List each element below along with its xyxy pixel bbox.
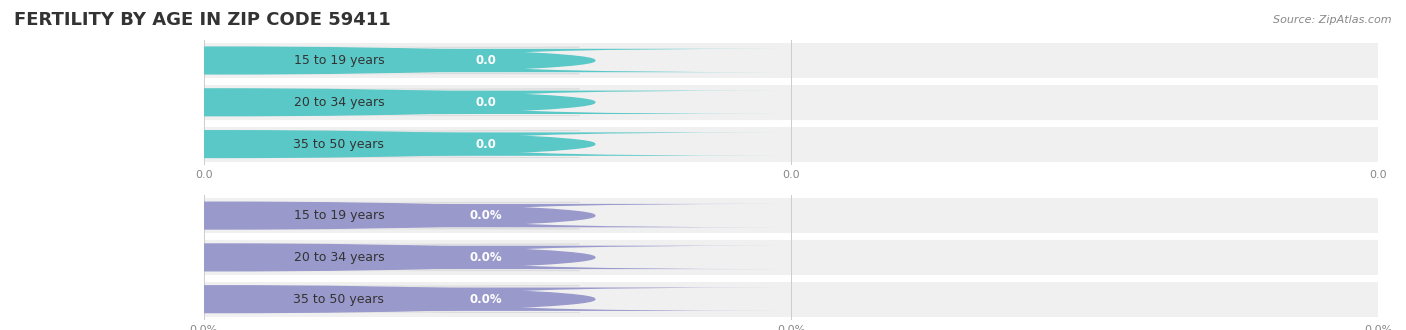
- Text: FERTILITY BY AGE IN ZIP CODE 59411: FERTILITY BY AGE IN ZIP CODE 59411: [14, 11, 391, 29]
- Bar: [204, 43, 1378, 78]
- FancyBboxPatch shape: [191, 246, 780, 269]
- Text: 35 to 50 years: 35 to 50 years: [294, 293, 384, 306]
- FancyBboxPatch shape: [191, 204, 780, 227]
- Bar: [204, 198, 1378, 233]
- Text: 0.0: 0.0: [475, 54, 496, 67]
- FancyBboxPatch shape: [191, 287, 780, 311]
- Text: 0.0%: 0.0%: [470, 251, 502, 264]
- Circle shape: [0, 131, 595, 157]
- Circle shape: [0, 286, 595, 313]
- Text: 15 to 19 years: 15 to 19 years: [294, 54, 384, 67]
- Circle shape: [0, 89, 595, 116]
- FancyBboxPatch shape: [191, 91, 780, 114]
- FancyBboxPatch shape: [191, 49, 780, 72]
- Circle shape: [0, 244, 595, 271]
- FancyBboxPatch shape: [75, 244, 579, 271]
- FancyBboxPatch shape: [75, 202, 579, 229]
- Text: 20 to 34 years: 20 to 34 years: [294, 96, 384, 109]
- Text: 0.0%: 0.0%: [470, 293, 502, 306]
- Circle shape: [0, 47, 595, 74]
- Text: 0.0%: 0.0%: [470, 209, 502, 222]
- Bar: [204, 240, 1378, 275]
- Bar: [204, 126, 1378, 162]
- Text: 35 to 50 years: 35 to 50 years: [294, 138, 384, 150]
- Bar: [204, 85, 1378, 120]
- Bar: [204, 281, 1378, 317]
- Text: Source: ZipAtlas.com: Source: ZipAtlas.com: [1274, 15, 1392, 25]
- FancyBboxPatch shape: [75, 286, 579, 313]
- FancyBboxPatch shape: [75, 131, 579, 157]
- Text: 20 to 34 years: 20 to 34 years: [294, 251, 384, 264]
- Text: 15 to 19 years: 15 to 19 years: [294, 209, 384, 222]
- Text: 0.0: 0.0: [475, 138, 496, 150]
- FancyBboxPatch shape: [75, 89, 579, 116]
- Text: 0.0: 0.0: [475, 96, 496, 109]
- Circle shape: [0, 202, 595, 229]
- FancyBboxPatch shape: [191, 132, 780, 156]
- FancyBboxPatch shape: [75, 47, 579, 74]
